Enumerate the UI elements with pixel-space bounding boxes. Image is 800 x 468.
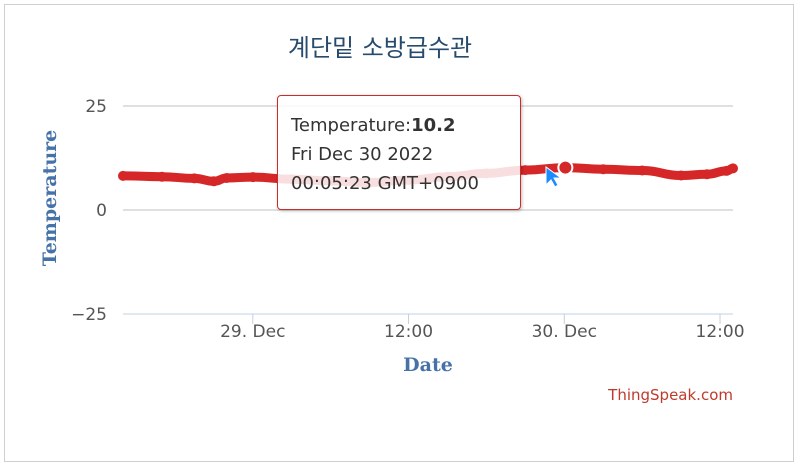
- tooltip-line-value: Temperature:10.2: [291, 111, 520, 140]
- data-point[interactable]: [118, 170, 128, 181]
- y-tick-label: −25: [71, 305, 107, 325]
- tooltip-label: Temperature:: [291, 115, 412, 136]
- y-tick-label: 25: [85, 97, 107, 117]
- x-tick-label: 29. Dec: [220, 322, 285, 342]
- data-point[interactable]: [637, 165, 648, 176]
- data-tooltip: Temperature:10.2 Fri Dec 30 2022 00:05:2…: [277, 95, 521, 210]
- x-tick-label: 12:00: [696, 322, 745, 342]
- data-point[interactable]: [728, 163, 738, 174]
- y-axis-ticks: 25 0 −25: [71, 97, 107, 325]
- data-point[interactable]: [702, 169, 713, 180]
- data-point[interactable]: [598, 164, 609, 175]
- data-point[interactable]: [676, 170, 687, 181]
- data-point[interactable]: [221, 172, 232, 183]
- x-axis-title: Date: [403, 354, 453, 376]
- data-point[interactable]: [208, 176, 219, 187]
- data-point[interactable]: [189, 173, 200, 184]
- mouse-pointer-icon: [545, 166, 563, 188]
- data-point[interactable]: [247, 172, 258, 183]
- tooltip-date: Fri Dec 30 2022: [291, 144, 434, 165]
- credits-link[interactable]: ThingSpeak.com: [607, 386, 733, 404]
- data-point[interactable]: [520, 165, 531, 176]
- tooltip-time: 00:05:23 GMT+0900: [291, 173, 479, 194]
- data-point[interactable]: [156, 171, 167, 182]
- x-axis: 29. Dec 12:00 30. Dec 12:00: [123, 313, 745, 342]
- hovered-data-point[interactable]: [557, 159, 574, 176]
- x-tick-label: 12:00: [384, 322, 433, 342]
- chart-title: 계단밑 소방급수관: [288, 34, 472, 62]
- y-tick-label: 0: [96, 201, 107, 221]
- x-tick-label: 30. Dec: [532, 322, 597, 342]
- chart-container: [4, 4, 794, 462]
- y-axis-title: Temperature: [39, 130, 61, 267]
- tooltip-value: 10.2: [411, 115, 456, 136]
